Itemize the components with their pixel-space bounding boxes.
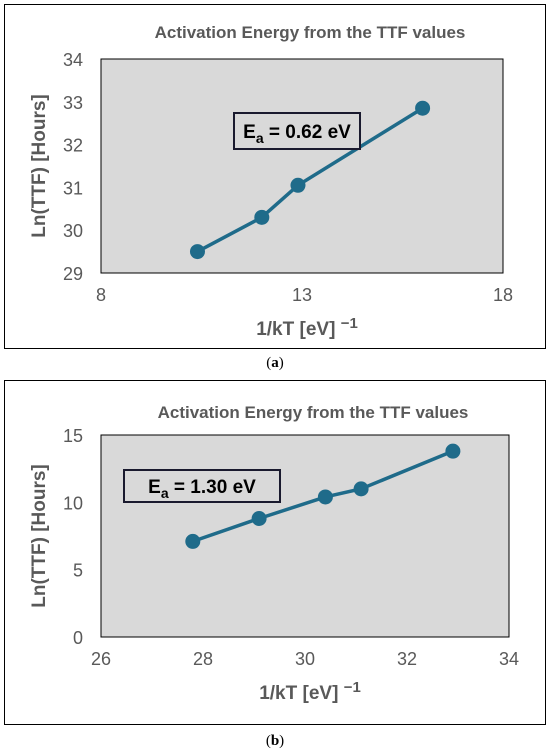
caption-a-letter: a (271, 355, 279, 371)
y-tick-label: 5 (73, 561, 83, 581)
x-tick-label: 13 (292, 285, 312, 305)
data-point-2 (254, 209, 270, 225)
chart-panel-a: Activation Energy from the TTF values 29 3… (4, 4, 546, 349)
x-axis-label-exponent: −1 (344, 679, 361, 696)
plot-area (100, 58, 504, 274)
y-tick-label: 0 (73, 628, 83, 648)
annotation-subscript: a (256, 130, 264, 146)
annotation-value: = 0.62 eV (264, 122, 351, 143)
x-axis-label-text: 1/kT [eV] (256, 319, 340, 340)
annotation-prefix: E (243, 122, 256, 143)
x-tick-label: 32 (397, 649, 417, 669)
x-tick-label: 18 (493, 285, 513, 305)
data-point-4 (353, 481, 369, 497)
plot-area (100, 434, 510, 638)
x-axis-label: 1/kT [eV] −1 (256, 315, 358, 340)
annotation-box (123, 469, 281, 503)
y-tick-label: 32 (63, 136, 83, 156)
x-axis-label-text: 1/kT [eV] (259, 683, 343, 704)
annotation-subscript: a (161, 485, 169, 501)
y-tick-label: 15 (63, 426, 83, 446)
data-point-1 (185, 533, 201, 549)
annotation-prefix: E (148, 477, 161, 498)
caption-a: (a) (266, 355, 284, 371)
y-axis-label: Ln(TTF) [Hours] (29, 94, 50, 238)
y-tick-label: 29 (63, 264, 83, 284)
annotation-box (233, 112, 361, 150)
y-tick-label: 30 (63, 221, 83, 241)
caption-b-letter: b (270, 733, 280, 749)
x-tick-label: 34 (499, 649, 519, 669)
chart-a-svg: Activation Energy from the TTF values 29 3… (29, 23, 513, 340)
data-point-5 (445, 443, 461, 459)
data-point-3 (317, 489, 333, 505)
activation-energy-label: Ea = 0.62 eV (243, 122, 351, 146)
y-tick-label: 10 (63, 493, 83, 513)
x-tick-label: 8 (96, 285, 106, 305)
x-tick-label: 26 (91, 649, 111, 669)
data-point-3 (290, 177, 306, 193)
y-axis-label: Ln(TTF) [Hours] (29, 464, 50, 608)
data-point-1 (189, 244, 205, 260)
data-point-4 (415, 100, 431, 116)
y-tick-label: 34 (63, 50, 83, 70)
x-axis-label: 1/kT [eV] −1 (259, 679, 361, 704)
x-tick-label: 28 (193, 649, 213, 669)
chart-title: Activation Energy from the TTF values (158, 403, 469, 422)
caption-b: (b) (265, 733, 285, 749)
chart-title: Activation Energy from the TTF values (155, 23, 466, 42)
x-axis-label-exponent: −1 (341, 315, 358, 332)
y-tick-label: 31 (63, 178, 83, 198)
chart-b-svg: Activation Energy from the TTF values 0 5 1… (29, 403, 519, 704)
y-tick-label: 33 (63, 93, 83, 113)
chart-panel-b: Activation Energy from the TTF values 0 5 1… (4, 380, 546, 725)
activation-energy-label: Ea = 1.30 eV (148, 477, 256, 501)
annotation-value: = 1.30 eV (169, 477, 256, 498)
data-point-2 (251, 510, 267, 526)
x-tick-label: 30 (295, 649, 315, 669)
